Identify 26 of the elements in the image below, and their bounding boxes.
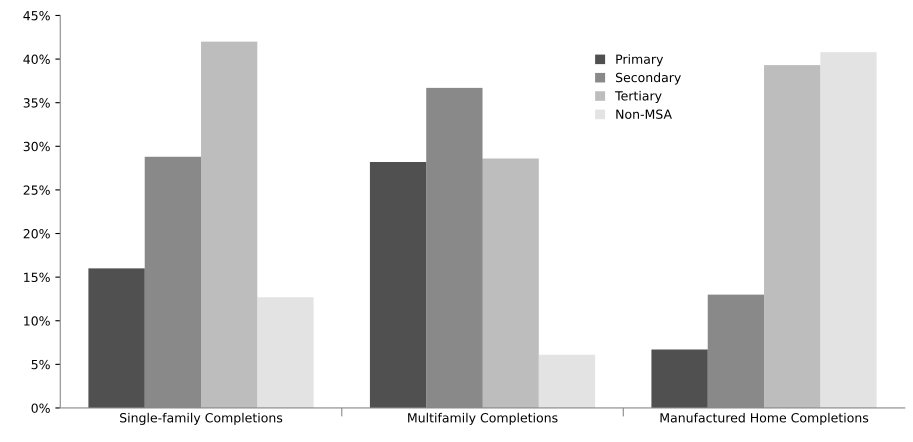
y-tick-label: 45%	[23, 10, 50, 20]
bar	[538, 354, 596, 408]
x-tick-label: Single-family Completions	[120, 412, 282, 425]
bar	[370, 162, 426, 408]
y-tick-label: 20%	[24, 228, 50, 238]
y-tick-label: 25%	[24, 185, 50, 195]
bar	[482, 158, 539, 408]
legend-label: Secondary	[616, 72, 681, 85]
x-tick-label: Manufactured Home Completions	[660, 412, 868, 425]
legend-label: Tertiary	[615, 90, 662, 103]
bar	[651, 350, 708, 408]
y-tick-label: 35%	[24, 98, 50, 108]
y-tick-label: 30%	[24, 142, 50, 152]
y-tick-label: 15%	[24, 272, 50, 282]
bar	[88, 268, 145, 408]
bar	[257, 297, 314, 408]
x-tick-label: Multifamily Completions	[408, 412, 558, 425]
y-tick-label: 40%	[23, 54, 50, 64]
bar	[764, 65, 820, 408]
legend-label: Non-MSA	[616, 109, 672, 119]
y-tick-label: 5%	[32, 360, 50, 370]
y-tick-label: 10%	[24, 316, 50, 326]
bar	[201, 42, 258, 408]
y-tick-label: 0%	[32, 403, 50, 413]
legend-label: Primary	[616, 54, 664, 66]
bar	[820, 52, 877, 408]
